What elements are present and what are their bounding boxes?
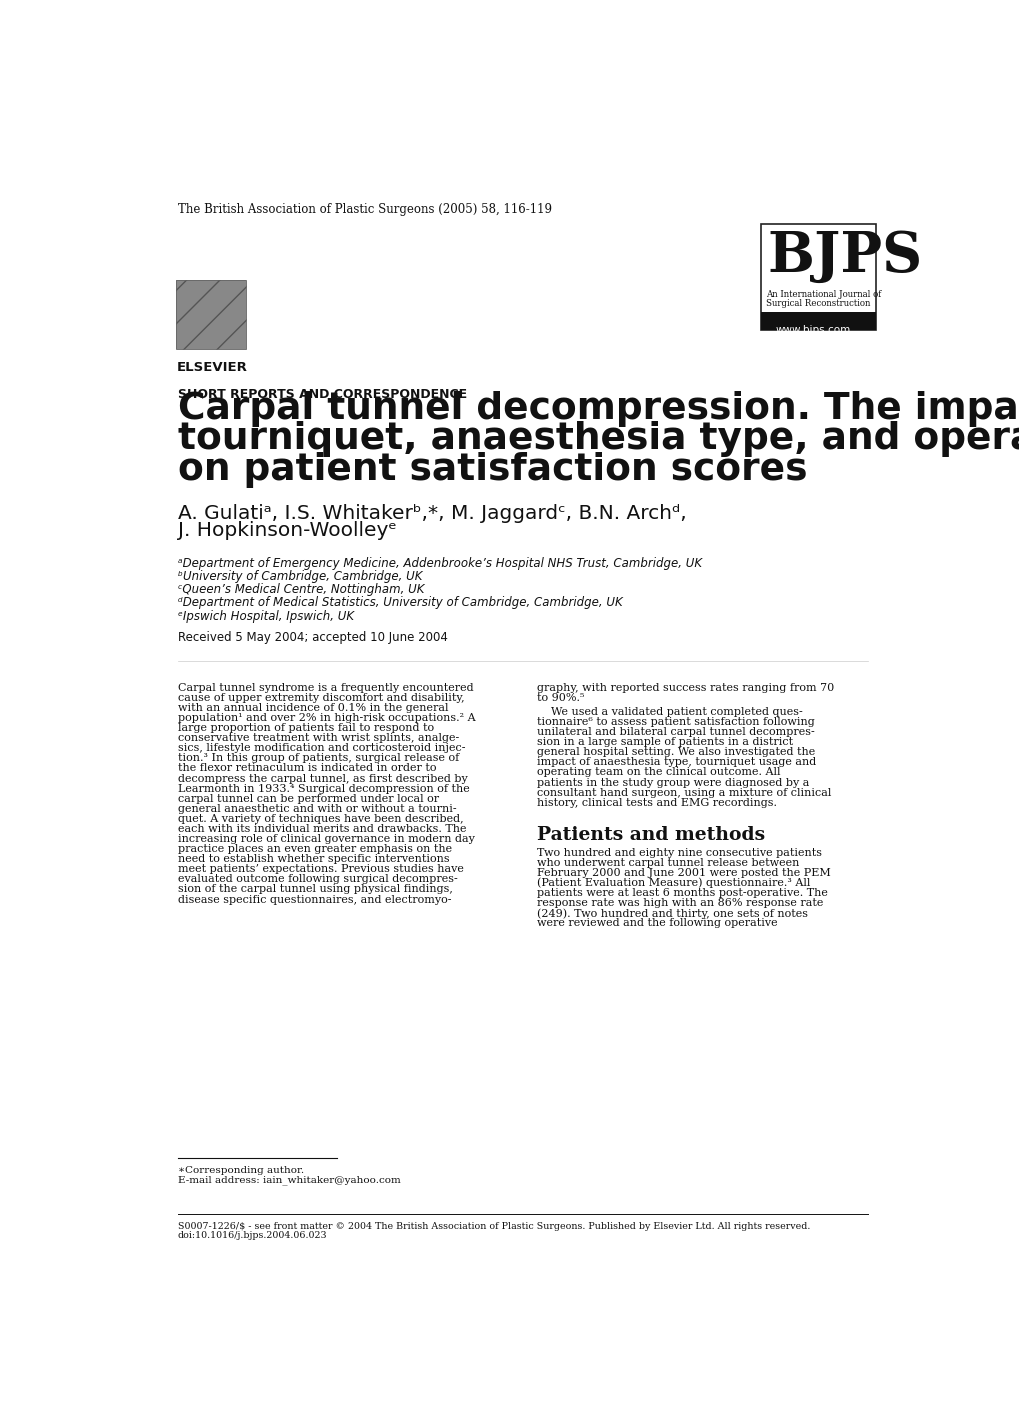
Text: www.bjps.com: www.bjps.com	[774, 325, 850, 335]
Text: Carpal tunnel syndrome is a frequently encountered: Carpal tunnel syndrome is a frequently e…	[177, 683, 473, 693]
Text: history, clinical tests and EMG recordings.: history, clinical tests and EMG recordin…	[536, 798, 775, 808]
Text: graphy, with reported success rates ranging from 70: graphy, with reported success rates rang…	[536, 683, 834, 693]
Text: general hospital setting. We also investigated the: general hospital setting. We also invest…	[536, 748, 814, 758]
Bar	[176, 281, 246, 349]
Bar	[761, 224, 875, 330]
Text: J. Hopkinson-Woolleyᵉ: J. Hopkinson-Woolleyᵉ	[177, 521, 396, 540]
Text: tionnaire⁶ to assess patient satisfaction following: tionnaire⁶ to assess patient satisfactio…	[536, 717, 813, 727]
Text: carpal tunnel can be performed under local or: carpal tunnel can be performed under loc…	[177, 794, 438, 804]
Text: Surgical Reconstruction: Surgical Reconstruction	[765, 299, 869, 309]
Text: patients in the study group were diagnosed by a: patients in the study group were diagnos…	[536, 777, 808, 787]
Text: BJPS: BJPS	[767, 229, 922, 283]
Text: The British Association of Plastic Surgeons (2005) 58, 116-119: The British Association of Plastic Surge…	[177, 203, 551, 216]
Text: A. Gulatiᵃ, I.S. Whitakerᵇ,*, M. Jaggardᶜ, B.N. Archᵈ,: A. Gulatiᵃ, I.S. Whitakerᵇ,*, M. Jaggard…	[177, 504, 686, 523]
Text: disease specific questionnaires, and electromyo-: disease specific questionnaires, and ele…	[177, 895, 451, 905]
Text: large proportion of patients fail to respond to: large proportion of patients fail to res…	[177, 723, 433, 734]
Text: (249). Two hundred and thirty, one sets of notes: (249). Two hundred and thirty, one sets …	[536, 908, 807, 919]
Text: unilateral and bilateral carpal tunnel decompres-: unilateral and bilateral carpal tunnel d…	[536, 727, 813, 737]
Text: ᵈDepartment of Medical Statistics, University of Cambridge, Cambridge, UK: ᵈDepartment of Medical Statistics, Unive…	[177, 596, 622, 609]
Text: ᵇUniversity of Cambridge, Cambridge, UK: ᵇUniversity of Cambridge, Cambridge, UK	[177, 570, 422, 584]
Text: cause of upper extremity discomfort and disability,: cause of upper extremity discomfort and …	[177, 693, 464, 703]
Text: ∗Corresponding author.: ∗Corresponding author.	[177, 1166, 304, 1174]
Text: (Patient Evaluation Measure) questionnaire.³ All: (Patient Evaluation Measure) questionnai…	[536, 878, 809, 888]
Text: increasing role of clinical governance in modern day: increasing role of clinical governance i…	[177, 833, 474, 845]
Text: patients were at least 6 months post-operative. The: patients were at least 6 months post-ope…	[536, 888, 826, 898]
Text: Learmonth in 1933.⁴ Surgical decompression of the: Learmonth in 1933.⁴ Surgical decompressi…	[177, 784, 469, 794]
Text: with an annual incidence of 0.1% in the general: with an annual incidence of 0.1% in the …	[177, 703, 448, 713]
Text: the flexor retinaculum is indicated in order to: the flexor retinaculum is indicated in o…	[177, 763, 436, 773]
Text: ᵉIpswich Hospital, Ipswich, UK: ᵉIpswich Hospital, Ipswich, UK	[177, 609, 354, 623]
Text: conservative treatment with wrist splints, analge-: conservative treatment with wrist splint…	[177, 734, 459, 744]
Text: E-mail address: iain_whitaker@yahoo.com: E-mail address: iain_whitaker@yahoo.com	[177, 1176, 400, 1186]
Text: SHORT REPORTS AND CORRESPONDENCE: SHORT REPORTS AND CORRESPONDENCE	[177, 387, 467, 401]
Text: ELSEVIER: ELSEVIER	[176, 361, 247, 373]
Text: consultant hand surgeon, using a mixture of clinical: consultant hand surgeon, using a mixture…	[536, 787, 830, 798]
Text: quet. A variety of techniques have been described,: quet. A variety of techniques have been …	[177, 814, 463, 824]
Text: on patient satisfaction scores: on patient satisfaction scores	[177, 452, 807, 488]
Text: S0007-1226/$ - see front matter © 2004 The British Association of Plastic Surgeo: S0007-1226/$ - see front matter © 2004 T…	[177, 1222, 809, 1230]
Text: sion in a large sample of patients in a district: sion in a large sample of patients in a …	[536, 737, 792, 748]
Text: tourniquet, anaesthesia type, and operating team: tourniquet, anaesthesia type, and operat…	[177, 421, 1019, 457]
Text: doi:10.1016/j.bjps.2004.06.023: doi:10.1016/j.bjps.2004.06.023	[177, 1230, 327, 1240]
Text: population¹ and over 2% in high-risk occupations.² A: population¹ and over 2% in high-risk occ…	[177, 713, 475, 723]
Text: evaluated outcome following surgical decompres-: evaluated outcome following surgical dec…	[177, 874, 458, 884]
Text: ᵃDepartment of Emergency Medicine, Addenbrooke’s Hospital NHS Trust, Cambridge, : ᵃDepartment of Emergency Medicine, Adden…	[177, 557, 701, 570]
Text: Patients and methods: Patients and methods	[536, 826, 764, 845]
Bar	[761, 311, 875, 330]
Text: An International Journal of: An International Journal of	[765, 290, 880, 299]
Text: We used a validated patient completed ques-: We used a validated patient completed qu…	[536, 707, 802, 717]
Text: who underwent carpal tunnel release between: who underwent carpal tunnel release betw…	[536, 857, 798, 867]
Text: sics, lifestyle modification and corticosteroid injec-: sics, lifestyle modification and cortico…	[177, 744, 465, 753]
Bar	[176, 281, 246, 349]
Text: Carpal tunnel decompression. The impact of: Carpal tunnel decompression. The impact …	[177, 390, 1019, 427]
Text: decompress the carpal tunnel, as first described by: decompress the carpal tunnel, as first d…	[177, 773, 467, 783]
Text: February 2000 and June 2001 were posted the PEM: February 2000 and June 2001 were posted …	[536, 867, 829, 878]
Text: to 90%.⁵: to 90%.⁵	[536, 693, 584, 703]
Text: Received 5 May 2004; accepted 10 June 2004: Received 5 May 2004; accepted 10 June 20…	[177, 631, 447, 644]
Text: response rate was high with an 86% response rate: response rate was high with an 86% respo…	[536, 898, 822, 908]
Text: general anaesthetic and with or without a tourni-: general anaesthetic and with or without …	[177, 804, 457, 814]
Text: need to establish whether specific interventions: need to establish whether specific inter…	[177, 854, 449, 864]
Text: each with its individual merits and drawbacks. The: each with its individual merits and draw…	[177, 824, 466, 833]
Text: operating team on the clinical outcome. All: operating team on the clinical outcome. …	[536, 767, 780, 777]
Text: impact of anaesthesia type, tourniquet usage and: impact of anaesthesia type, tourniquet u…	[536, 758, 815, 767]
Text: were reviewed and the following operative: were reviewed and the following operativ…	[536, 918, 776, 929]
Text: tion.³ In this group of patients, surgical release of: tion.³ In this group of patients, surgic…	[177, 753, 459, 763]
Text: ᶜQueen’s Medical Centre, Nottingham, UK: ᶜQueen’s Medical Centre, Nottingham, UK	[177, 584, 424, 596]
Text: meet patients’ expectations. Previous studies have: meet patients’ expectations. Previous st…	[177, 864, 464, 874]
Text: sion of the carpal tunnel using physical findings,: sion of the carpal tunnel using physical…	[177, 884, 452, 895]
Text: practice places an even greater emphasis on the: practice places an even greater emphasis…	[177, 845, 451, 854]
Text: Two hundred and eighty nine consecutive patients: Two hundred and eighty nine consecutive …	[536, 847, 821, 857]
